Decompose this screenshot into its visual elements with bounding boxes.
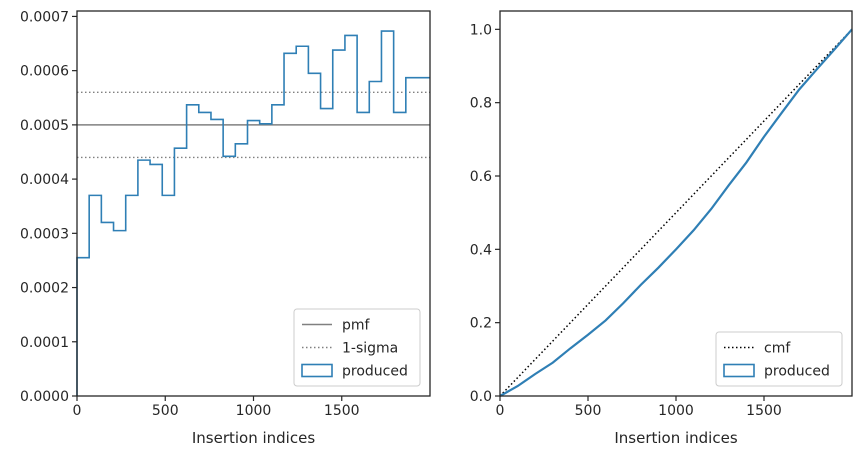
y-tick-label: 0.0 — [470, 389, 492, 405]
x-axis-label: Insertion indices — [192, 429, 315, 447]
legend: cmf produced — [715, 331, 843, 387]
histogram-bin — [162, 195, 174, 396]
x-tick-label: 1000 — [236, 403, 272, 419]
cmf-line-panel: 0 500 1000 1500 0.0 0.2 0.4 0.6 0.8 1.0 Insertion … — [470, 10, 853, 447]
y-tick-label: 0.0005 — [20, 118, 69, 134]
histogram-bin — [187, 105, 199, 396]
x-tick-label: 500 — [152, 403, 179, 419]
y-tick-label: 0.0003 — [20, 226, 69, 242]
y-tick-label: 0.0007 — [20, 9, 69, 25]
x-axis-label: Insertion indices — [614, 429, 737, 447]
histogram-bin — [211, 119, 223, 396]
y-tick-label: 0.0002 — [20, 281, 69, 297]
histogram-bin — [77, 258, 89, 396]
legend-label: produced — [764, 364, 830, 380]
y-tick-label: 0.8 — [470, 96, 492, 112]
x-tick-label: 1500 — [746, 403, 782, 419]
legend-label: cmf — [764, 341, 791, 357]
legend-box — [293, 308, 421, 387]
histogram-bin — [272, 105, 284, 396]
histogram-bin — [235, 144, 247, 396]
histogram-bin — [150, 164, 162, 396]
x-tick-label: 1000 — [658, 403, 694, 419]
histogram-bin — [101, 222, 113, 396]
histogram-bin — [247, 121, 259, 396]
y-tick-label: 0.6 — [470, 169, 492, 185]
histogram-bin — [223, 156, 235, 396]
histogram-bin — [138, 160, 150, 396]
y-tick-label: 0.0004 — [20, 172, 69, 188]
histogram-bin — [174, 148, 186, 396]
x-tick-label: 0 — [496, 403, 505, 419]
legend-label: 1-sigma — [342, 341, 398, 357]
y-tick-label: 0.2 — [470, 316, 492, 332]
x-tick-label: 500 — [575, 403, 602, 419]
legend-label: produced — [342, 364, 408, 380]
x-tick-label: 0 — [73, 403, 82, 419]
y-tick-label: 0.4 — [470, 242, 492, 258]
produced-cdf-line — [499, 28, 853, 397]
legend-label: pmf — [342, 318, 371, 334]
legend-handle-patch — [301, 363, 333, 378]
y-tick-label: 1.0 — [470, 22, 492, 38]
histogram-bin — [114, 231, 126, 396]
histogram-bin — [260, 124, 272, 396]
produced-histogram-outline — [76, 30, 430, 396]
x-tick-label: 1500 — [324, 403, 360, 419]
histogram-bin — [126, 195, 138, 396]
y-tick-label: 0.0001 — [20, 335, 69, 351]
histogram-bin — [89, 195, 101, 396]
pmf-histogram-panel: 0 500 1000 1500 0.0000 0.0001 0.0002 0.0003 0.00… — [20, 9, 431, 447]
y-tick-label: 0.0006 — [20, 64, 69, 80]
legend-box — [715, 331, 843, 387]
y-tick-label: 0.0000 — [20, 389, 69, 405]
cmf-line — [499, 28, 853, 397]
histogram-bin — [199, 112, 211, 396]
legend-handle-patch — [723, 363, 755, 378]
legend: pmf 1-sigma produced — [293, 308, 421, 387]
